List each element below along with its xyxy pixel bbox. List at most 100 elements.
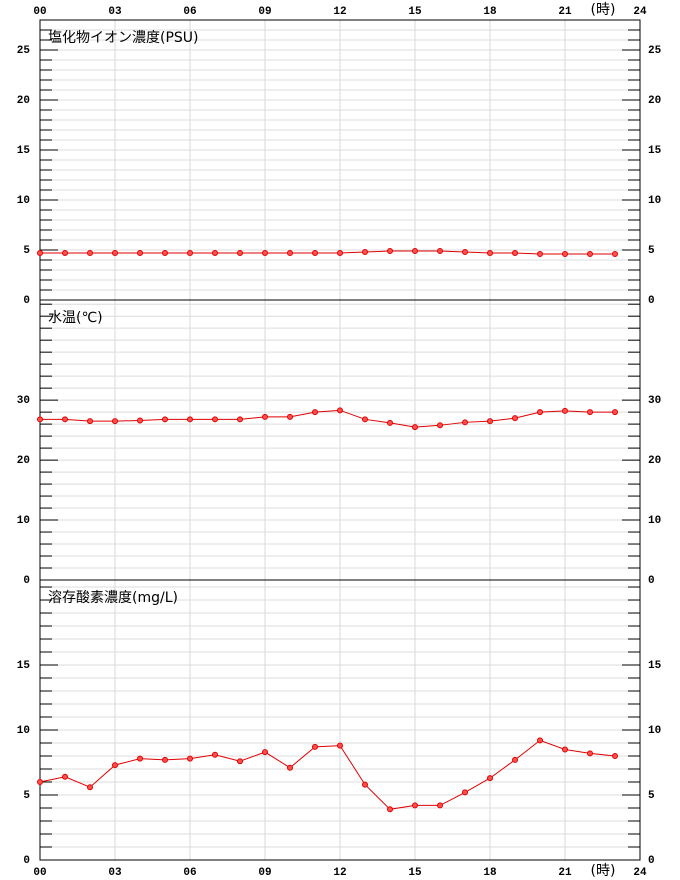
x-tick-label: 09 <box>258 6 271 18</box>
data-point <box>612 753 618 760</box>
data-point <box>387 806 393 813</box>
y-tick-label: 0 <box>648 855 655 867</box>
data-point <box>487 775 493 782</box>
data-line <box>39 739 616 810</box>
y-tick-label: 15 <box>648 145 662 157</box>
x-tick-label: 12 <box>333 867 346 879</box>
y-tick-label: 10 <box>17 515 30 527</box>
y-tick-label: 15 <box>17 660 31 672</box>
x-tick-label: 03 <box>108 867 122 879</box>
data-point <box>462 249 468 255</box>
data-point <box>137 250 143 256</box>
x-tick-label: 24 <box>633 6 647 18</box>
y-tick-label: 10 <box>17 725 30 737</box>
data-point <box>112 762 118 769</box>
y-tick-label: 0 <box>648 295 655 307</box>
data-point <box>212 250 218 256</box>
data-point <box>187 755 193 762</box>
y-tick-label: 25 <box>17 45 31 57</box>
data-point <box>62 416 68 423</box>
data-point <box>512 756 518 763</box>
x-tick-label: 21 <box>558 6 572 18</box>
data-point <box>537 251 543 257</box>
data-point <box>87 250 93 256</box>
x-tick-label: 15 <box>408 6 422 18</box>
data-point <box>87 784 93 791</box>
y-tick-label: 5 <box>648 790 655 802</box>
x-tick-label: 03 <box>108 6 122 18</box>
y-tick-label: 25 <box>648 45 662 57</box>
y-tick-label: 10 <box>17 195 30 207</box>
data-point <box>412 802 418 809</box>
x-tick-label: 18 <box>483 6 497 18</box>
data-point <box>112 250 118 256</box>
data-point <box>262 250 268 256</box>
x-tick-label: 06 <box>183 867 196 879</box>
data-point <box>287 413 293 420</box>
y-tick-label: 10 <box>648 515 661 527</box>
data-point <box>162 250 168 256</box>
data-point <box>337 407 343 414</box>
data-point <box>187 250 193 256</box>
data-point <box>437 422 443 429</box>
y-tick-label: 20 <box>648 95 661 107</box>
data-point <box>362 781 368 788</box>
data-point <box>137 417 143 424</box>
data-point <box>237 250 243 256</box>
y-tick-label: 0 <box>23 295 30 307</box>
y-tick-label: 0 <box>648 575 655 587</box>
data-point <box>262 749 268 756</box>
y-tick-label: 15 <box>648 660 662 672</box>
y-tick-label: 10 <box>648 725 661 737</box>
data-point <box>562 251 568 257</box>
y-tick-label: 30 <box>648 395 661 407</box>
x-tick-label: 21 <box>558 867 572 879</box>
x-tick-label: 12 <box>333 6 346 18</box>
data-point <box>187 416 193 423</box>
data-point <box>287 250 293 256</box>
data-point <box>387 419 393 426</box>
data-point <box>537 737 543 744</box>
data-point <box>312 409 318 416</box>
x-tick-label: 00 <box>33 867 46 879</box>
y-tick-label: 5 <box>648 245 655 257</box>
panel-title: 溶存酸素濃度(mg/L) <box>48 590 178 606</box>
data-line <box>40 409 615 428</box>
data-point <box>412 248 418 254</box>
x-axis-label: (時) <box>591 2 616 18</box>
data-point <box>137 755 143 762</box>
data-point <box>312 743 318 750</box>
y-tick-label: 0 <box>23 855 30 867</box>
data-point <box>262 413 268 420</box>
data-point <box>487 250 493 256</box>
y-tick-label: 5 <box>23 245 30 257</box>
data-point <box>587 251 593 257</box>
data-point <box>87 418 93 425</box>
data-point <box>287 764 293 771</box>
data-line <box>40 250 615 255</box>
y-tick-label: 15 <box>17 145 31 157</box>
data-point <box>162 416 168 423</box>
x-tick-label: 15 <box>408 867 422 879</box>
data-point <box>112 418 118 425</box>
data-point <box>162 756 168 763</box>
y-tick-label: 10 <box>648 195 661 207</box>
data-point <box>462 789 468 796</box>
data-point <box>512 415 518 422</box>
data-point <box>337 250 343 256</box>
y-tick-label: 20 <box>648 455 661 467</box>
data-point <box>437 802 443 809</box>
data-point <box>512 250 518 256</box>
data-point <box>462 419 468 426</box>
y-tick-label: 30 <box>17 395 30 407</box>
data-point <box>312 250 318 256</box>
x-tick-label: 00 <box>33 6 46 18</box>
data-point <box>562 746 568 753</box>
x-tick-label: 09 <box>258 867 271 879</box>
data-point <box>37 250 43 256</box>
data-point <box>587 409 593 416</box>
y-tick-label: 20 <box>17 455 30 467</box>
data-point <box>337 742 343 749</box>
data-point <box>237 416 243 423</box>
panel-frame <box>39 579 641 861</box>
